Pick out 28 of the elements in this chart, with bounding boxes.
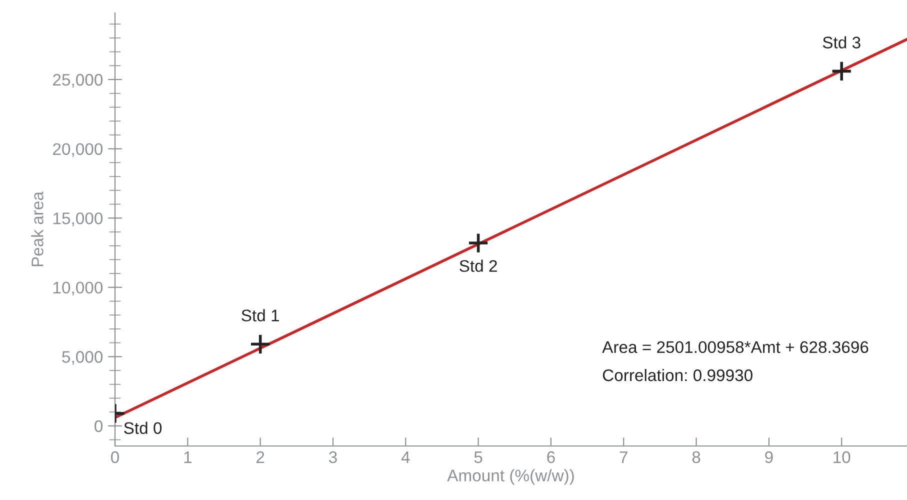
annotation: Std 0 xyxy=(124,422,162,434)
x-tick-label: 10 xyxy=(834,451,850,464)
x-tick-label: 0 xyxy=(111,451,119,464)
x-tick-label: 3 xyxy=(328,451,337,464)
y-tick-label: 10,000 xyxy=(53,282,103,296)
x-tick-label: 1 xyxy=(184,451,192,463)
x-tick-label: 7 xyxy=(620,451,628,463)
y-tick-label: 25,000 xyxy=(53,74,103,88)
annotation: Area = 2501.00958*Amt + 628.3696 xyxy=(602,341,868,354)
x-axis-title: Amount (%(w/w)) xyxy=(447,469,574,485)
y-tick-label: 0 xyxy=(94,420,103,432)
y-tick-label: 5,000 xyxy=(62,351,103,365)
annotation: Std 2 xyxy=(460,260,497,272)
x-tick-label: 6 xyxy=(547,451,555,464)
y-tick-label: 15,000 xyxy=(53,212,103,226)
point xyxy=(830,60,852,82)
y-axis-title: Peak area xyxy=(31,192,44,266)
x-tick-label: 2 xyxy=(256,451,264,463)
annotation: Std 1 xyxy=(242,309,279,322)
annotation: Std 3 xyxy=(822,36,860,48)
x-tick-label: 8 xyxy=(692,451,700,464)
point xyxy=(250,333,272,355)
x-tick-label: 5 xyxy=(474,451,482,464)
x-tick-label: 4 xyxy=(401,451,410,463)
annotation: Correlation: 0.99930 xyxy=(602,368,752,382)
point xyxy=(468,232,490,254)
x-tick-label: 9 xyxy=(765,451,773,464)
y-tick-label: 20,000 xyxy=(53,143,103,157)
